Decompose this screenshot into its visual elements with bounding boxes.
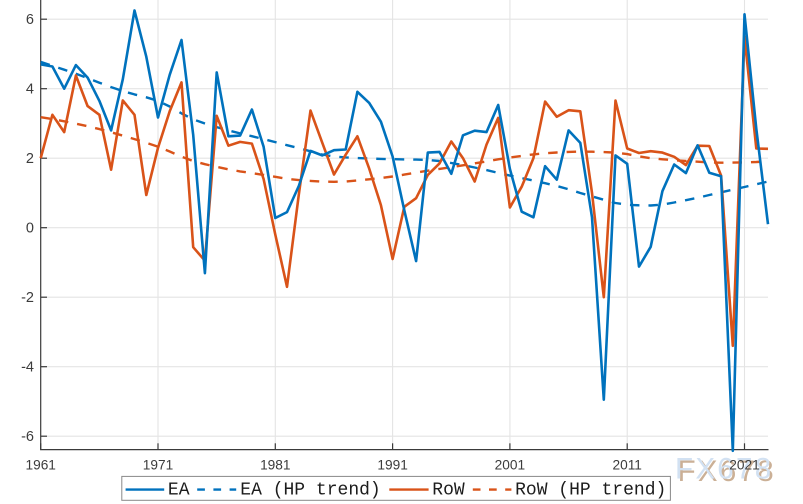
- svg-text:2001: 2001: [495, 457, 525, 472]
- svg-text:1981: 1981: [260, 457, 290, 472]
- svg-text:RoW: RoW: [432, 480, 465, 500]
- svg-text:EA (HP trend): EA (HP trend): [240, 480, 380, 500]
- svg-text:0: 0: [26, 221, 34, 237]
- svg-text:6: 6: [26, 12, 34, 28]
- svg-text:FX678: FX678: [675, 453, 773, 486]
- svg-text:RoW (HP trend): RoW (HP trend): [515, 480, 666, 500]
- svg-text:-2: -2: [21, 290, 34, 306]
- svg-text:-6: -6: [21, 429, 34, 445]
- svg-text:2021: 2021: [729, 457, 759, 472]
- svg-text:1991: 1991: [377, 457, 407, 472]
- svg-text:4: 4: [26, 82, 34, 98]
- svg-text:2: 2: [26, 151, 34, 167]
- svg-text:2011: 2011: [612, 457, 641, 472]
- svg-text:1961: 1961: [25, 457, 55, 472]
- svg-text:1971: 1971: [143, 457, 173, 472]
- svg-text:EA: EA: [168, 480, 190, 500]
- svg-text:-4: -4: [21, 360, 34, 376]
